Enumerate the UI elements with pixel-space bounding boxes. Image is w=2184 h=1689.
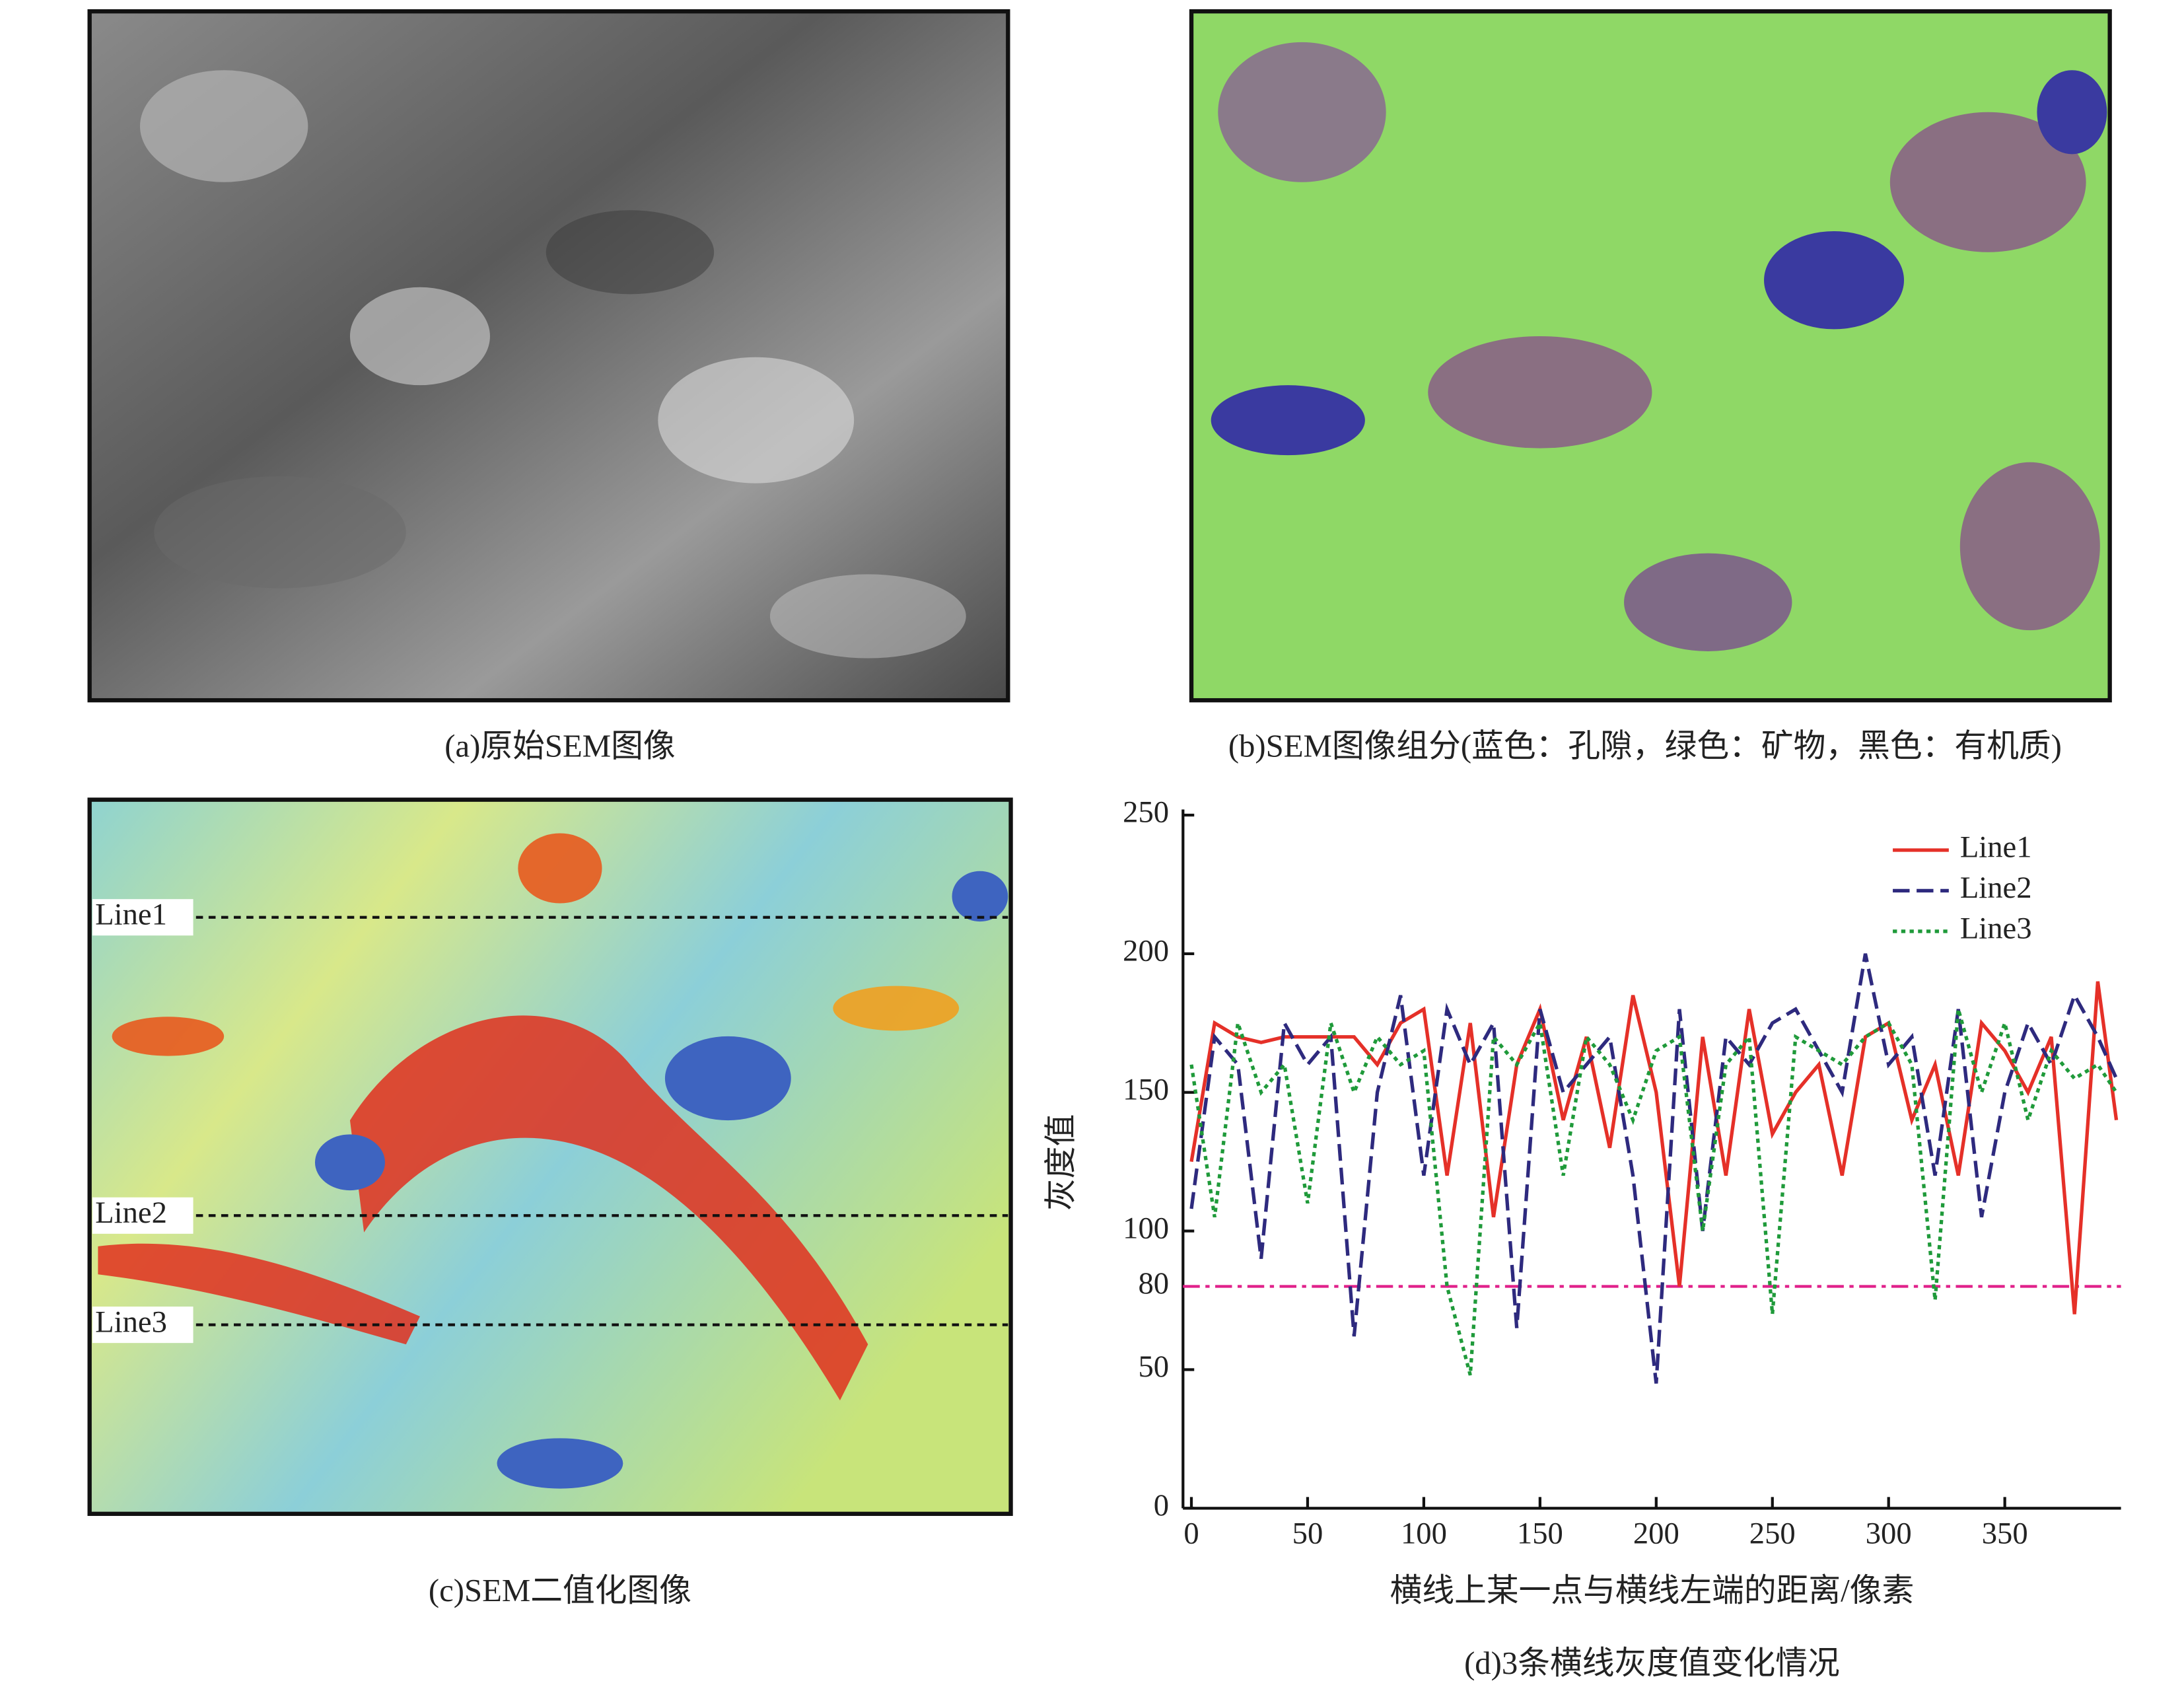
y-tick-label: 200 [1123, 934, 1169, 968]
threshold-label: 80 [1138, 1266, 1169, 1301]
label-background [92, 1197, 194, 1234]
series-line [1189, 1009, 2118, 1376]
x-axis-label: 横线上某一点与横线左端的距离/像素 [1390, 1573, 1915, 1608]
line-chart: 0 50 100 150 200 250 0 50 100 150 200 250 300 350 横线上某… [1043, 795, 2121, 1681]
label-background [92, 1307, 194, 1344]
line-label: Line2 [95, 1196, 167, 1230]
y-axis-label: 灰度值 [1043, 1114, 1078, 1211]
x-tick-label: 50 [1292, 1516, 1323, 1550]
legend-label: Line2 [1960, 871, 2032, 905]
line-label: Line1 [95, 897, 167, 931]
legend-label: Line1 [1960, 830, 2032, 865]
label-background [92, 899, 194, 936]
x-tick-label: 250 [1749, 1516, 1796, 1550]
binary-image [87, 797, 1013, 1516]
caption: (c)SEM二值化图像 [429, 1573, 691, 1608]
y-tick-label: 50 [1138, 1349, 1169, 1384]
caption: (b)SEM图像组分(蓝色：孔隙，绿色：矿物，黑色：有机质) [1228, 729, 2062, 764]
series-line [1189, 981, 2119, 1314]
line-labels: Line1 Line2 Line3 [92, 897, 1008, 1344]
sem-image [87, 9, 1010, 703]
component-image [1189, 9, 2112, 703]
y-tick-label: 150 [1123, 1072, 1169, 1106]
x-tick-label: 350 [1982, 1516, 2028, 1550]
series-line [1189, 953, 2118, 1384]
legend-label: Line3 [1960, 912, 2032, 946]
chart-title: (d)3条横线灰度值变化情况 [1464, 1645, 1840, 1681]
x-tick-label: 100 [1401, 1516, 1447, 1550]
x-tick-label: 0 [1183, 1516, 1199, 1550]
x-tick-label: 200 [1633, 1516, 1679, 1550]
y-tick-label: 250 [1123, 795, 1169, 830]
x-tick-label: 150 [1517, 1516, 1563, 1550]
line-label: Line3 [95, 1305, 167, 1339]
caption: (a)原始SEM图像 [444, 729, 675, 764]
x-tick-label: 300 [1866, 1516, 1912, 1550]
y-tick-label: 0 [1154, 1488, 1169, 1523]
y-tick-label: 100 [1123, 1211, 1169, 1245]
